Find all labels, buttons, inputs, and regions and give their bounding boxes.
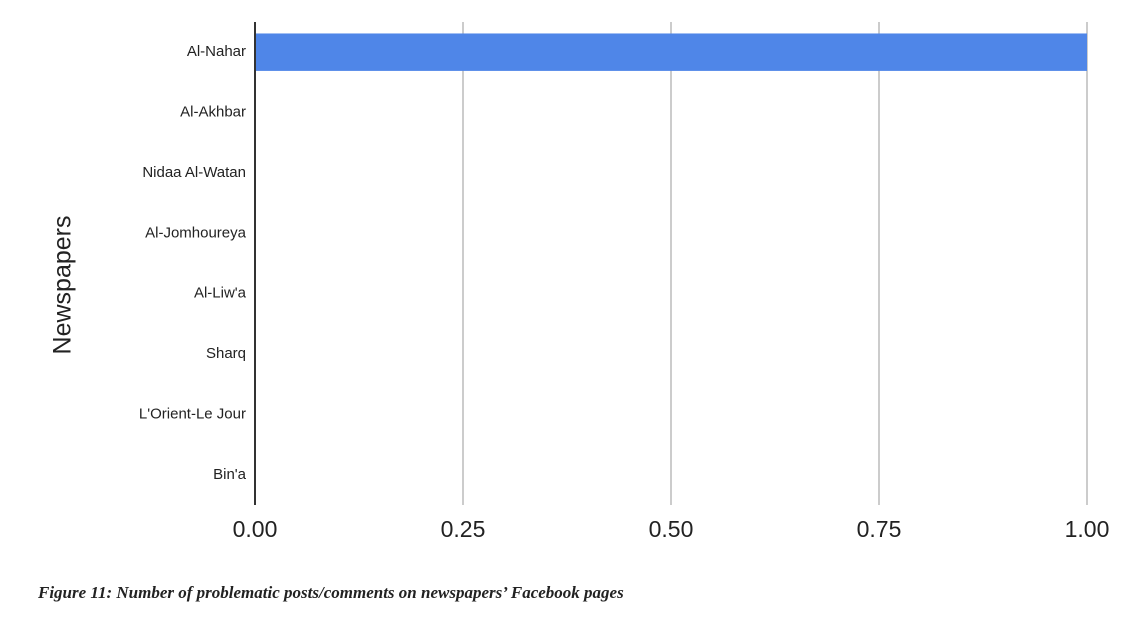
y-tick-label: Bin'a xyxy=(213,466,247,483)
y-tick-label: Al-Liw'a xyxy=(194,285,247,302)
x-tick-label: 1.00 xyxy=(1065,516,1110,542)
x-tick-label: 0.75 xyxy=(857,516,902,542)
figure-caption: Figure 11: Number of problematic posts/c… xyxy=(37,583,624,602)
x-tick-label: 0.25 xyxy=(441,516,486,542)
y-tick-label: Al-Jomhoureya xyxy=(145,224,247,241)
y-tick-label: L'Orient-Le Jour xyxy=(139,405,246,422)
x-tick-label: 0.00 xyxy=(233,516,278,542)
y-axis-title: Newspapers xyxy=(49,216,77,355)
bar xyxy=(255,33,1087,71)
y-tick-label: Al-Nahar xyxy=(187,43,246,60)
y-tick-label: Sharq xyxy=(206,345,246,362)
y-tick-label: Al-Akhbar xyxy=(180,104,246,121)
y-tick-label: Nidaa Al-Watan xyxy=(142,164,246,181)
x-tick-label: 0.50 xyxy=(649,516,694,542)
